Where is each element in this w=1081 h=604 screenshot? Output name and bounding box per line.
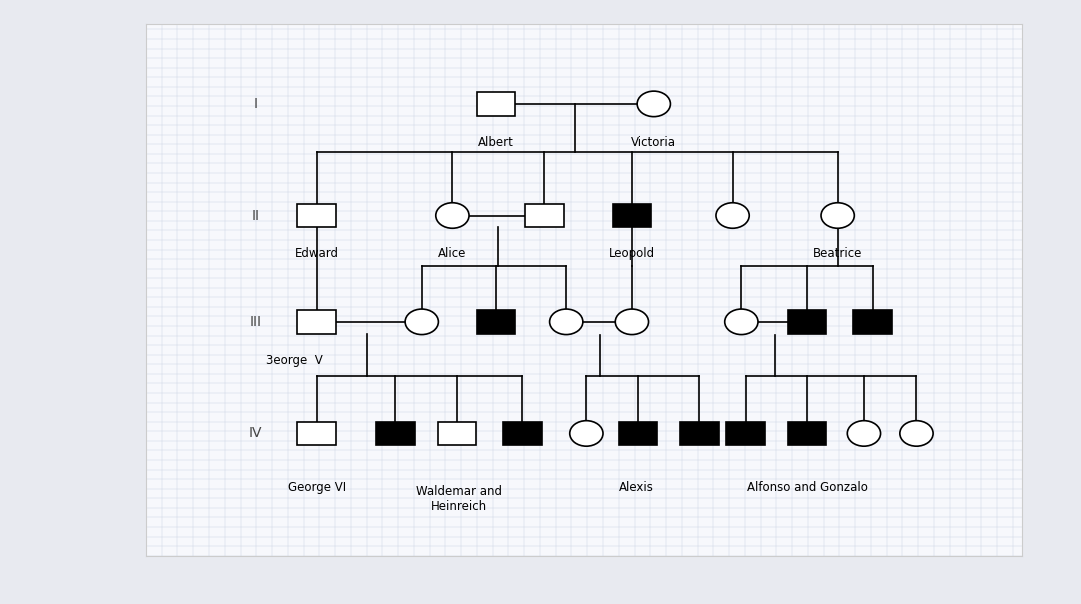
Ellipse shape xyxy=(615,309,649,335)
Bar xyxy=(503,422,542,445)
Text: Leopold: Leopold xyxy=(609,248,655,260)
Text: IV: IV xyxy=(249,426,262,440)
Text: Victoria: Victoria xyxy=(631,136,677,149)
Ellipse shape xyxy=(724,309,758,335)
Bar xyxy=(477,310,516,333)
Ellipse shape xyxy=(899,420,933,446)
Bar xyxy=(618,422,657,445)
Bar xyxy=(297,204,336,227)
Bar xyxy=(297,310,336,333)
Ellipse shape xyxy=(848,420,881,446)
Ellipse shape xyxy=(549,309,583,335)
Bar xyxy=(438,422,476,445)
Text: George VI: George VI xyxy=(288,481,346,494)
Ellipse shape xyxy=(637,91,670,117)
Bar xyxy=(376,422,415,445)
Bar xyxy=(788,422,826,445)
Ellipse shape xyxy=(822,203,854,228)
Ellipse shape xyxy=(716,203,749,228)
Bar xyxy=(726,422,765,445)
Bar xyxy=(853,310,892,333)
Text: Edward: Edward xyxy=(295,248,338,260)
Bar xyxy=(525,204,563,227)
Bar xyxy=(297,422,336,445)
Text: Albert: Albert xyxy=(478,136,515,149)
Text: Beatrice: Beatrice xyxy=(813,248,863,260)
Ellipse shape xyxy=(570,420,603,446)
Ellipse shape xyxy=(405,309,439,335)
Text: I: I xyxy=(253,97,257,111)
Text: III: III xyxy=(250,315,262,329)
Text: Alice: Alice xyxy=(438,248,467,260)
Text: II: II xyxy=(252,208,259,222)
Bar xyxy=(477,92,516,115)
Text: Alfonso and Gonzalo: Alfonso and Gonzalo xyxy=(747,481,867,494)
Bar xyxy=(680,422,719,445)
Bar xyxy=(613,204,651,227)
Text: Waldemar and
Heinreich: Waldemar and Heinreich xyxy=(416,485,503,513)
Text: 3eorge  V: 3eorge V xyxy=(266,354,323,367)
Ellipse shape xyxy=(436,203,469,228)
Bar xyxy=(788,310,826,333)
Text: Alexis: Alexis xyxy=(618,481,654,494)
